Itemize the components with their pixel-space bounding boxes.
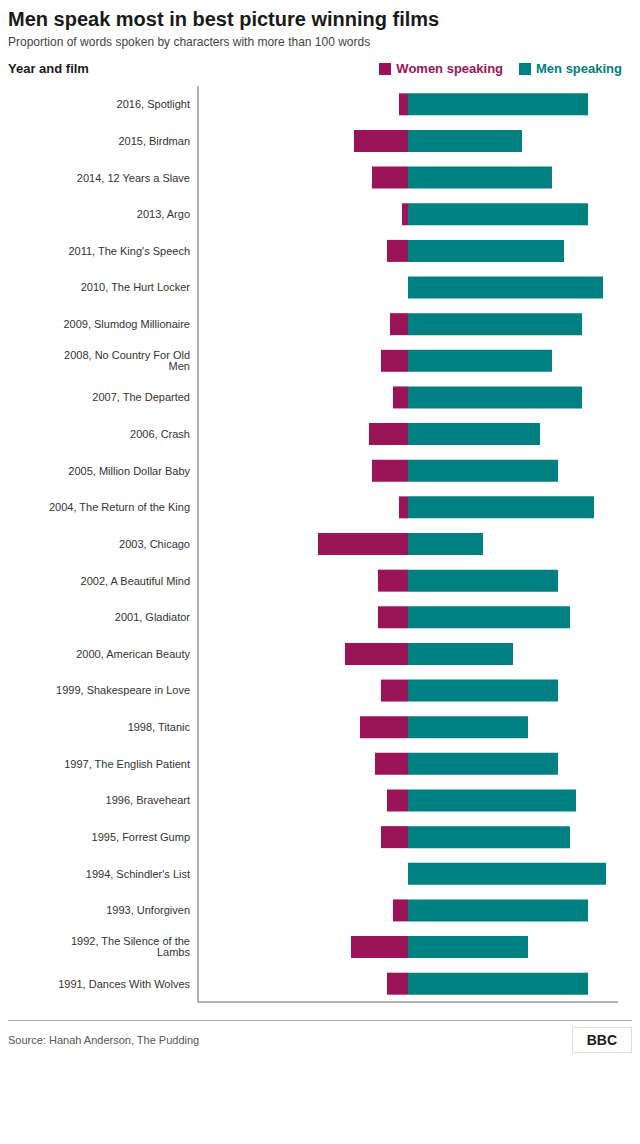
html-text:Proportion of words spoken by: Proportion of words spoken by characters… — [8, 35, 371, 49]
html-text:Men speak most in best picture: Men speak most in best picture winning f… — [8, 8, 440, 30]
svg-text:2011, The King's Speech: 2011, The King's Speech — [68, 245, 190, 257]
svg-text:2004, The Return of the King: 2004, The Return of the King — [49, 501, 190, 513]
svg-text:2009, Slumdog Millionaire: 2009, Slumdog Millionaire — [63, 318, 190, 330]
html-text:BBC: BBC — [586, 1032, 617, 1048]
svg-text:2013, Argo: 2013, Argo — [137, 208, 190, 220]
svg-text:1997, The English Patient: 1997, The English Patient — [64, 758, 190, 770]
html-text:Men speaking: Men speaking — [536, 61, 622, 76]
html-text:Women speaking: Women speaking — [396, 61, 503, 76]
svg-text:1991, Dances With Wolves: 1991, Dances With Wolves — [58, 978, 190, 990]
svg-text:1992, The Silence of theLambs: 1992, The Silence of theLambs — [71, 935, 191, 958]
svg-text:2010, The Hurt Locker: 2010, The Hurt Locker — [81, 281, 191, 293]
svg-text:2002, A Beautiful Mind: 2002, A Beautiful Mind — [81, 575, 190, 587]
svg-text:1995, Forrest Gump: 1995, Forrest Gump — [92, 831, 190, 843]
svg-text:1998, Titanic: 1998, Titanic — [128, 721, 191, 733]
svg-text:1996, Braveheart: 1996, Braveheart — [106, 794, 190, 806]
svg-text:2014, 12 Years a Slave: 2014, 12 Years a Slave — [77, 172, 190, 184]
html-text:Year and film: Year and film — [8, 61, 89, 76]
svg-text:2003, Chicago: 2003, Chicago — [119, 538, 190, 550]
svg-text:2007, The Departed: 2007, The Departed — [92, 391, 190, 403]
svg-text:2001, Gladiator: 2001, Gladiator — [115, 611, 191, 623]
svg-text:2015, Birdman: 2015, Birdman — [118, 135, 190, 147]
svg-text:2008, No Country For OldMen: 2008, No Country For OldMen — [64, 349, 190, 372]
svg-text:2005, Million Dollar Baby: 2005, Million Dollar Baby — [68, 465, 190, 477]
html-text:Source: Hanah Anderson, The Pu: Source: Hanah Anderson, The Pudding — [8, 1034, 200, 1046]
svg-text:1993, Unforgiven: 1993, Unforgiven — [106, 904, 190, 916]
svg-text:2006, Crash: 2006, Crash — [130, 428, 190, 440]
svg-text:2016, Spotlight: 2016, Spotlight — [117, 98, 190, 110]
svg-text:1999, Shakespeare in Love: 1999, Shakespeare in Love — [56, 684, 190, 696]
svg-text:1994, Schindler's List: 1994, Schindler's List — [86, 868, 190, 880]
svg-text:2000, American Beauty: 2000, American Beauty — [76, 648, 190, 660]
